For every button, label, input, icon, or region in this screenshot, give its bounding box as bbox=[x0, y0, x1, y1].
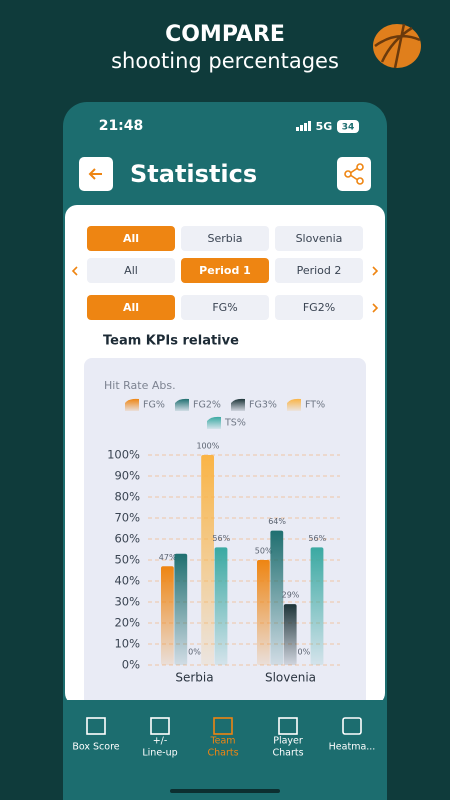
legend-swatch bbox=[125, 398, 139, 411]
y-tick-label: 60% bbox=[114, 532, 140, 546]
nav-label[interactable]: Box Score bbox=[72, 742, 119, 753]
y-tick-label: 40% bbox=[114, 574, 140, 588]
value-label: 64% bbox=[268, 517, 286, 526]
filter-label: FG% bbox=[212, 301, 237, 314]
status-time: 21:48 bbox=[99, 118, 144, 134]
nav-label[interactable]: Heatma... bbox=[329, 742, 376, 753]
y-tick-label: 90% bbox=[114, 469, 140, 483]
share-icon bbox=[344, 163, 364, 185]
filter-arrow[interactable] bbox=[372, 303, 379, 313]
bar bbox=[310, 547, 324, 665]
y-tick-label: 10% bbox=[114, 637, 140, 651]
legend-label: FT% bbox=[305, 400, 325, 411]
nav-icon[interactable] bbox=[86, 717, 106, 735]
value-label: 100% bbox=[196, 442, 219, 451]
back-icon bbox=[88, 168, 102, 180]
legend-swatch bbox=[175, 398, 189, 411]
filter-arrow[interactable] bbox=[71, 266, 78, 276]
nav-label[interactable]: +/- bbox=[153, 736, 168, 747]
filter-label: All bbox=[124, 264, 138, 277]
value-label: 56% bbox=[212, 534, 230, 543]
nav-label[interactable]: Charts bbox=[207, 748, 238, 759]
filter-label: Period 1 bbox=[199, 264, 251, 277]
y-tick-label: 80% bbox=[114, 490, 140, 504]
screen-title: Statistics bbox=[130, 160, 257, 188]
legend-swatch bbox=[207, 416, 221, 429]
legend-swatch bbox=[231, 398, 245, 411]
filter-chip[interactable] bbox=[181, 295, 269, 320]
x-tick-label: Serbia bbox=[175, 671, 213, 685]
value-label: 47% bbox=[159, 553, 177, 562]
filter-chip[interactable] bbox=[181, 226, 269, 251]
section-title: Team KPIs relative bbox=[103, 334, 239, 349]
nav-label[interactable]: Charts bbox=[272, 748, 303, 759]
filter-chip[interactable] bbox=[275, 258, 363, 283]
y-tick-label: 0% bbox=[122, 658, 140, 672]
nav-icon[interactable] bbox=[278, 717, 298, 735]
filter-chip[interactable] bbox=[87, 295, 175, 320]
y-tick-label: 20% bbox=[114, 616, 140, 630]
y-tick-label: 50% bbox=[114, 553, 140, 567]
filter-label: FG2% bbox=[303, 301, 335, 314]
chart-title: Hit Rate Abs. bbox=[104, 379, 176, 392]
filters: All Serbia Slovenia All Period 1 Period 2 All F… bbox=[71, 226, 379, 320]
battery-level: 34 bbox=[342, 123, 355, 133]
value-label: 0% bbox=[298, 648, 311, 657]
filter-chip[interactable] bbox=[87, 226, 175, 251]
y-tick-label: 70% bbox=[114, 511, 140, 525]
value-label: 0% bbox=[188, 648, 201, 657]
filter-chip[interactable] bbox=[181, 258, 269, 283]
bar bbox=[201, 455, 214, 665]
promo-title: COMPARE bbox=[165, 22, 285, 47]
filter-chip[interactable] bbox=[275, 295, 363, 320]
value-label: 50% bbox=[255, 547, 273, 556]
value-label: 56% bbox=[308, 534, 326, 543]
x-tick-label: Slovenia bbox=[265, 671, 316, 685]
bar bbox=[174, 553, 188, 665]
filter-label: Slovenia bbox=[296, 232, 343, 245]
status-network: 5G bbox=[316, 120, 333, 133]
legend-swatch bbox=[287, 398, 301, 411]
chart: 0% 10% 20% 30% 40% 50% 60% 70% 80% 90% 100% FG% FG2%… bbox=[107, 398, 340, 685]
bar bbox=[214, 547, 228, 665]
bar bbox=[257, 560, 270, 665]
filter-arrow[interactable] bbox=[372, 266, 379, 276]
legend-label: TS% bbox=[224, 418, 246, 429]
nav-icon[interactable] bbox=[150, 717, 170, 735]
legend-label: FG3% bbox=[249, 400, 277, 411]
legend-label: FG2% bbox=[193, 400, 221, 411]
nav-items: Box Score+/-Line-upTeamChartsPlayerChart… bbox=[72, 717, 376, 759]
share-button[interactable] bbox=[337, 157, 371, 191]
promo-subtitle: shooting percentages bbox=[111, 49, 339, 73]
filter-label: All bbox=[123, 301, 139, 314]
signal-icon bbox=[296, 121, 311, 131]
filter-label: All bbox=[123, 232, 139, 245]
filter-label: Serbia bbox=[207, 232, 242, 245]
battery bbox=[337, 120, 359, 133]
nav-label[interactable]: Player bbox=[273, 736, 303, 747]
filter-chip[interactable] bbox=[87, 258, 175, 283]
bar bbox=[270, 530, 284, 665]
bar bbox=[283, 604, 297, 665]
filter-label: Period 2 bbox=[297, 264, 342, 277]
bottom-nav bbox=[63, 700, 387, 800]
y-tick-label: 100% bbox=[107, 448, 140, 462]
nav-label[interactable]: Team bbox=[209, 736, 235, 747]
nav-icon[interactable] bbox=[213, 717, 233, 735]
filter-chip[interactable] bbox=[275, 226, 363, 251]
ball-icon bbox=[373, 23, 421, 69]
home-indicator bbox=[170, 789, 280, 793]
bar bbox=[161, 566, 174, 665]
nav-label[interactable]: Line-up bbox=[142, 748, 177, 759]
value-label: 29% bbox=[282, 591, 300, 600]
legend-label: FG% bbox=[143, 400, 165, 411]
nav-icon[interactable] bbox=[342, 717, 362, 735]
y-tick-label: 30% bbox=[114, 595, 140, 609]
